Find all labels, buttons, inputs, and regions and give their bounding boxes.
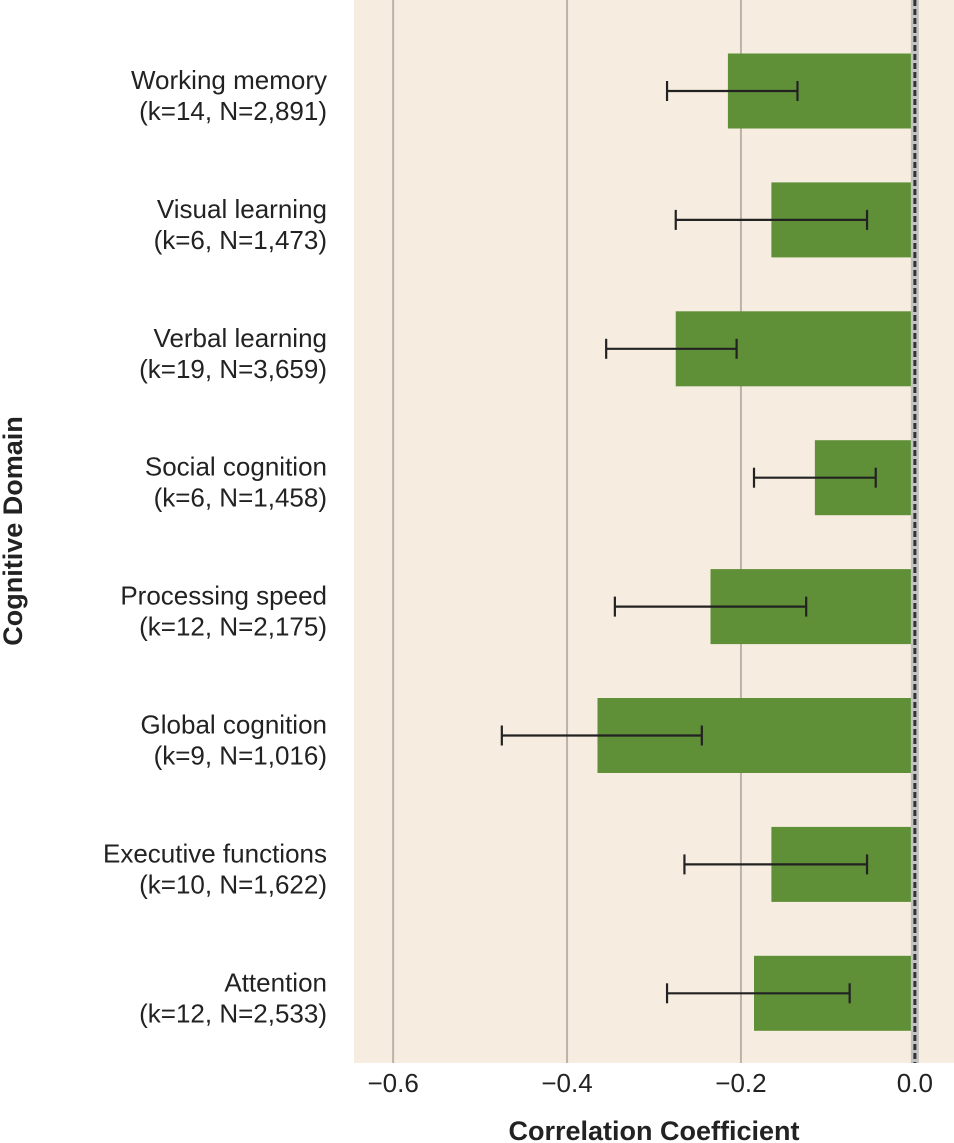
category-detail: (k=10, N=1,622) [139,869,327,899]
gridlines [392,0,742,1063]
x-tick-labels: −0.6 −0.4 −0.2 0.0 [367,1068,932,1098]
category-detail: (k=6, N=1,458) [154,483,327,513]
x-tick-label: 0.0 [897,1068,933,1098]
category-detail: (k=6, N=1,473) [154,225,327,255]
category-detail: (k=14, N=2,891) [139,96,327,126]
category-detail: (k=9, N=1,016) [154,741,327,771]
error-bar [605,338,738,359]
error-bar [613,596,808,617]
category-label: Verbal learning [154,323,327,353]
x-tick-label: −0.6 [367,1068,418,1098]
error-bar [752,467,877,488]
category-label: Social cognition [145,452,327,482]
category-detail: (k=19, N=3,659) [139,354,327,384]
error-bar [674,209,869,230]
category-label: Executive functions [103,838,327,868]
category-label: Attention [224,967,327,997]
category-label: Visual learning [157,194,327,224]
category-label: Processing speed [120,581,327,611]
category-labels: Working memory(k=14, N=2,891) Visual lear… [103,65,327,1028]
error-bar [500,725,703,746]
error-bar [683,854,869,875]
plot-background [354,0,954,1063]
x-tick-label: −0.4 [541,1068,592,1098]
error-bar [665,81,799,101]
x-tick-label: −0.2 [715,1068,766,1098]
category-detail: (k=12, N=2,175) [139,612,327,642]
zero-reference-line [910,0,919,1063]
x-axis-title: Correlation Coefficient [508,1116,799,1143]
error-bars [500,81,877,1004]
category-detail: (k=12, N=2,533) [139,998,327,1028]
category-label: Working memory [131,65,327,95]
error-bar [665,983,851,1004]
y-axis-title: Cognitive Domain [0,416,28,646]
category-label: Global cognition [141,710,327,740]
